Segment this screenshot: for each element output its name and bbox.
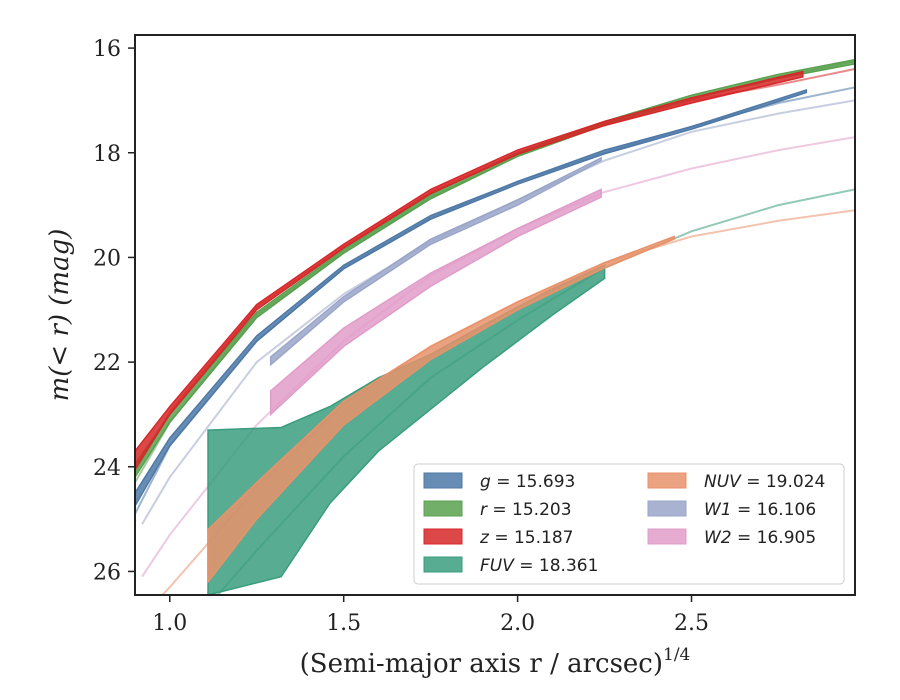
x-tick-label: 1.5 [326, 611, 361, 636]
legend-swatch-z [423, 528, 463, 545]
legend-swatch-g [423, 472, 463, 489]
model-curve-r [135, 60, 855, 484]
ticks-layer: 1.0 1.5 2.0 2.5 16 18 20 22 24 26 [93, 37, 709, 636]
legend-label-W1: W1 = 16.106 [704, 500, 816, 520]
legend-box [413, 463, 845, 585]
x-axis-title-sup: 1/4 [663, 645, 690, 665]
legend-label-NUV: NUV = 19.024 [704, 472, 825, 492]
legend-label-W2: W2 = 16.905 [704, 528, 816, 548]
y-axis-title: m(< r) (mag) [45, 229, 75, 402]
legend-swatch-NUV [647, 472, 687, 489]
x-tick-label: 2.5 [674, 611, 709, 636]
data-band-W1 [269, 156, 602, 367]
x-tick-label: 1.0 [152, 611, 187, 636]
y-tick-label: 18 [93, 142, 121, 167]
data-band-NUV [207, 235, 675, 585]
legend: g = 15.693 r = 15.203 z = 15.187 FUV = 18.3… [413, 463, 845, 585]
data-band-g [135, 88, 808, 508]
x-axis-title: (Semi-major axis r / arcsec)1/4 [300, 645, 691, 679]
data-band-z [135, 70, 804, 471]
series-layer [135, 58, 855, 595]
data-band-FUV [207, 264, 606, 595]
y-tick-label: 16 [93, 37, 121, 62]
y-tick-label: 24 [93, 456, 121, 481]
legend-label-FUV: FUV = 18.361 [480, 556, 598, 576]
legend-label-g: g = 15.693 [480, 472, 575, 492]
data-band-W2 [269, 188, 602, 417]
legend-swatch-r [423, 500, 463, 517]
plot-frame [134, 34, 856, 596]
data-band-r [135, 58, 855, 479]
y-tick-label: 20 [93, 246, 121, 271]
legend-swatch-W2 [647, 528, 687, 545]
y-tick-label: 22 [93, 351, 121, 376]
legend-swatch-FUV [423, 556, 463, 573]
y-tick-label: 26 [93, 560, 121, 585]
legend-label-r: r = 15.203 [480, 500, 572, 520]
legend-swatch-W1 [647, 500, 687, 517]
x-axis-title-main: (Semi-major axis r / arcsec) [300, 649, 663, 679]
x-tick-label: 2.0 [500, 611, 535, 636]
legend-label-z: z = 15.187 [479, 528, 573, 548]
model-curve-z [135, 68, 855, 473]
